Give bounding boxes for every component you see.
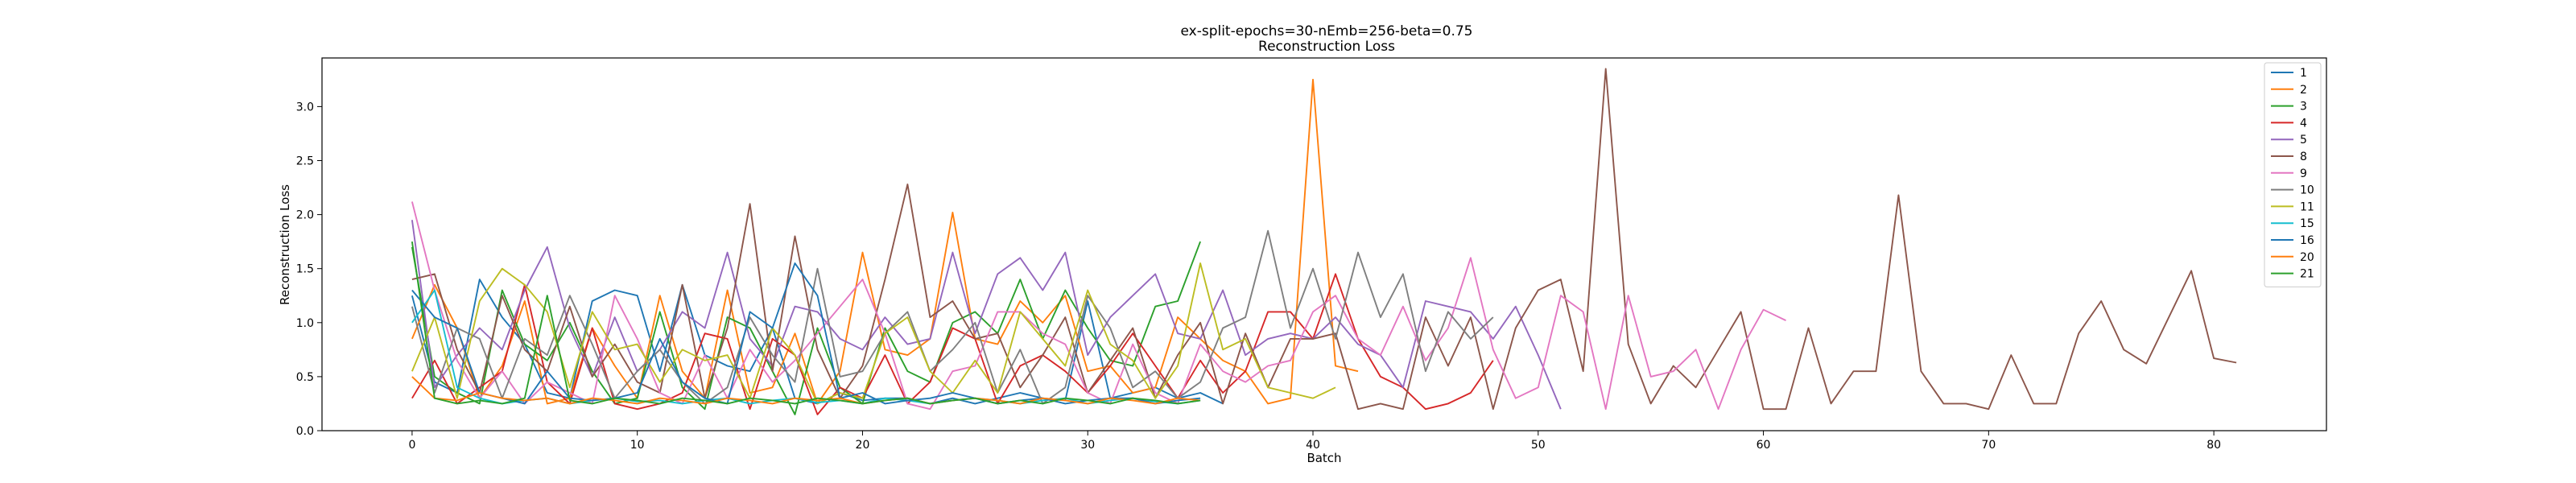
y-tick-label: 2.0 — [296, 209, 314, 222]
legend-label-5: 5 — [2300, 134, 2307, 147]
series-line-3 — [411, 241, 1201, 415]
axis-ticks: 0 10 20 30 40 50 60 70 80 0.0 0.5 1.0 1.5 2.0 2.5 3.0 — [296, 101, 2221, 452]
legend-label-8: 8 — [2300, 151, 2307, 163]
x-tick-label: 20 — [856, 439, 870, 452]
y-axis-label: Reconstruction Loss — [278, 184, 292, 305]
x-tick-label: 80 — [2207, 439, 2221, 452]
legend-label-9: 9 — [2300, 167, 2307, 180]
x-tick-label: 50 — [1531, 439, 1546, 452]
series-line-20 — [411, 376, 1201, 405]
x-axis-label: Batch — [1307, 451, 1341, 465]
y-tick-label: 1.0 — [296, 317, 314, 330]
x-tick-label: 30 — [1080, 439, 1095, 452]
series-line-16 — [411, 262, 1201, 405]
legend-label-21: 21 — [2300, 268, 2314, 281]
y-tick-label: 2.5 — [296, 155, 314, 167]
y-tick-label: 1.5 — [296, 263, 314, 276]
legend-label-4: 4 — [2300, 117, 2307, 130]
plot-area — [411, 68, 2237, 415]
legend-label-2: 2 — [2300, 84, 2307, 97]
chart-subtitle: Reconstruction Loss — [1258, 39, 1395, 55]
x-tick-label: 70 — [1981, 439, 1996, 452]
legend-label-15: 15 — [2300, 217, 2314, 230]
y-tick-label: 0.5 — [296, 371, 314, 384]
legend-label-11: 11 — [2300, 200, 2314, 213]
series-line-8 — [411, 68, 2237, 411]
x-tick-label: 10 — [630, 439, 645, 452]
legend: 1 2 3 4 5 8 9 10 11 15 16 20 21 — [2264, 62, 2322, 287]
y-tick-label: 0.0 — [296, 425, 314, 438]
legend-label-3: 3 — [2300, 101, 2307, 114]
chart-title: ex-split-epochs=30-nEmb=256-beta=0.75 — [1180, 23, 1472, 39]
legend-label-20: 20 — [2300, 251, 2314, 264]
x-tick-label: 0 — [408, 439, 415, 452]
legend-label-16: 16 — [2300, 234, 2314, 247]
series-line-9 — [411, 201, 1786, 411]
series-line-11 — [411, 262, 1336, 405]
x-tick-label: 40 — [1306, 439, 1320, 452]
series-line-10 — [411, 229, 1494, 405]
legend-label-10: 10 — [2300, 184, 2314, 197]
legend-box — [2264, 62, 2322, 287]
series-lines — [411, 68, 2237, 415]
legend-label-1: 1 — [2300, 67, 2307, 80]
y-tick-label: 3.0 — [296, 101, 314, 114]
x-tick-label: 60 — [1757, 439, 1771, 452]
series-line-21 — [411, 241, 1201, 405]
plot-frame — [321, 57, 2327, 431]
